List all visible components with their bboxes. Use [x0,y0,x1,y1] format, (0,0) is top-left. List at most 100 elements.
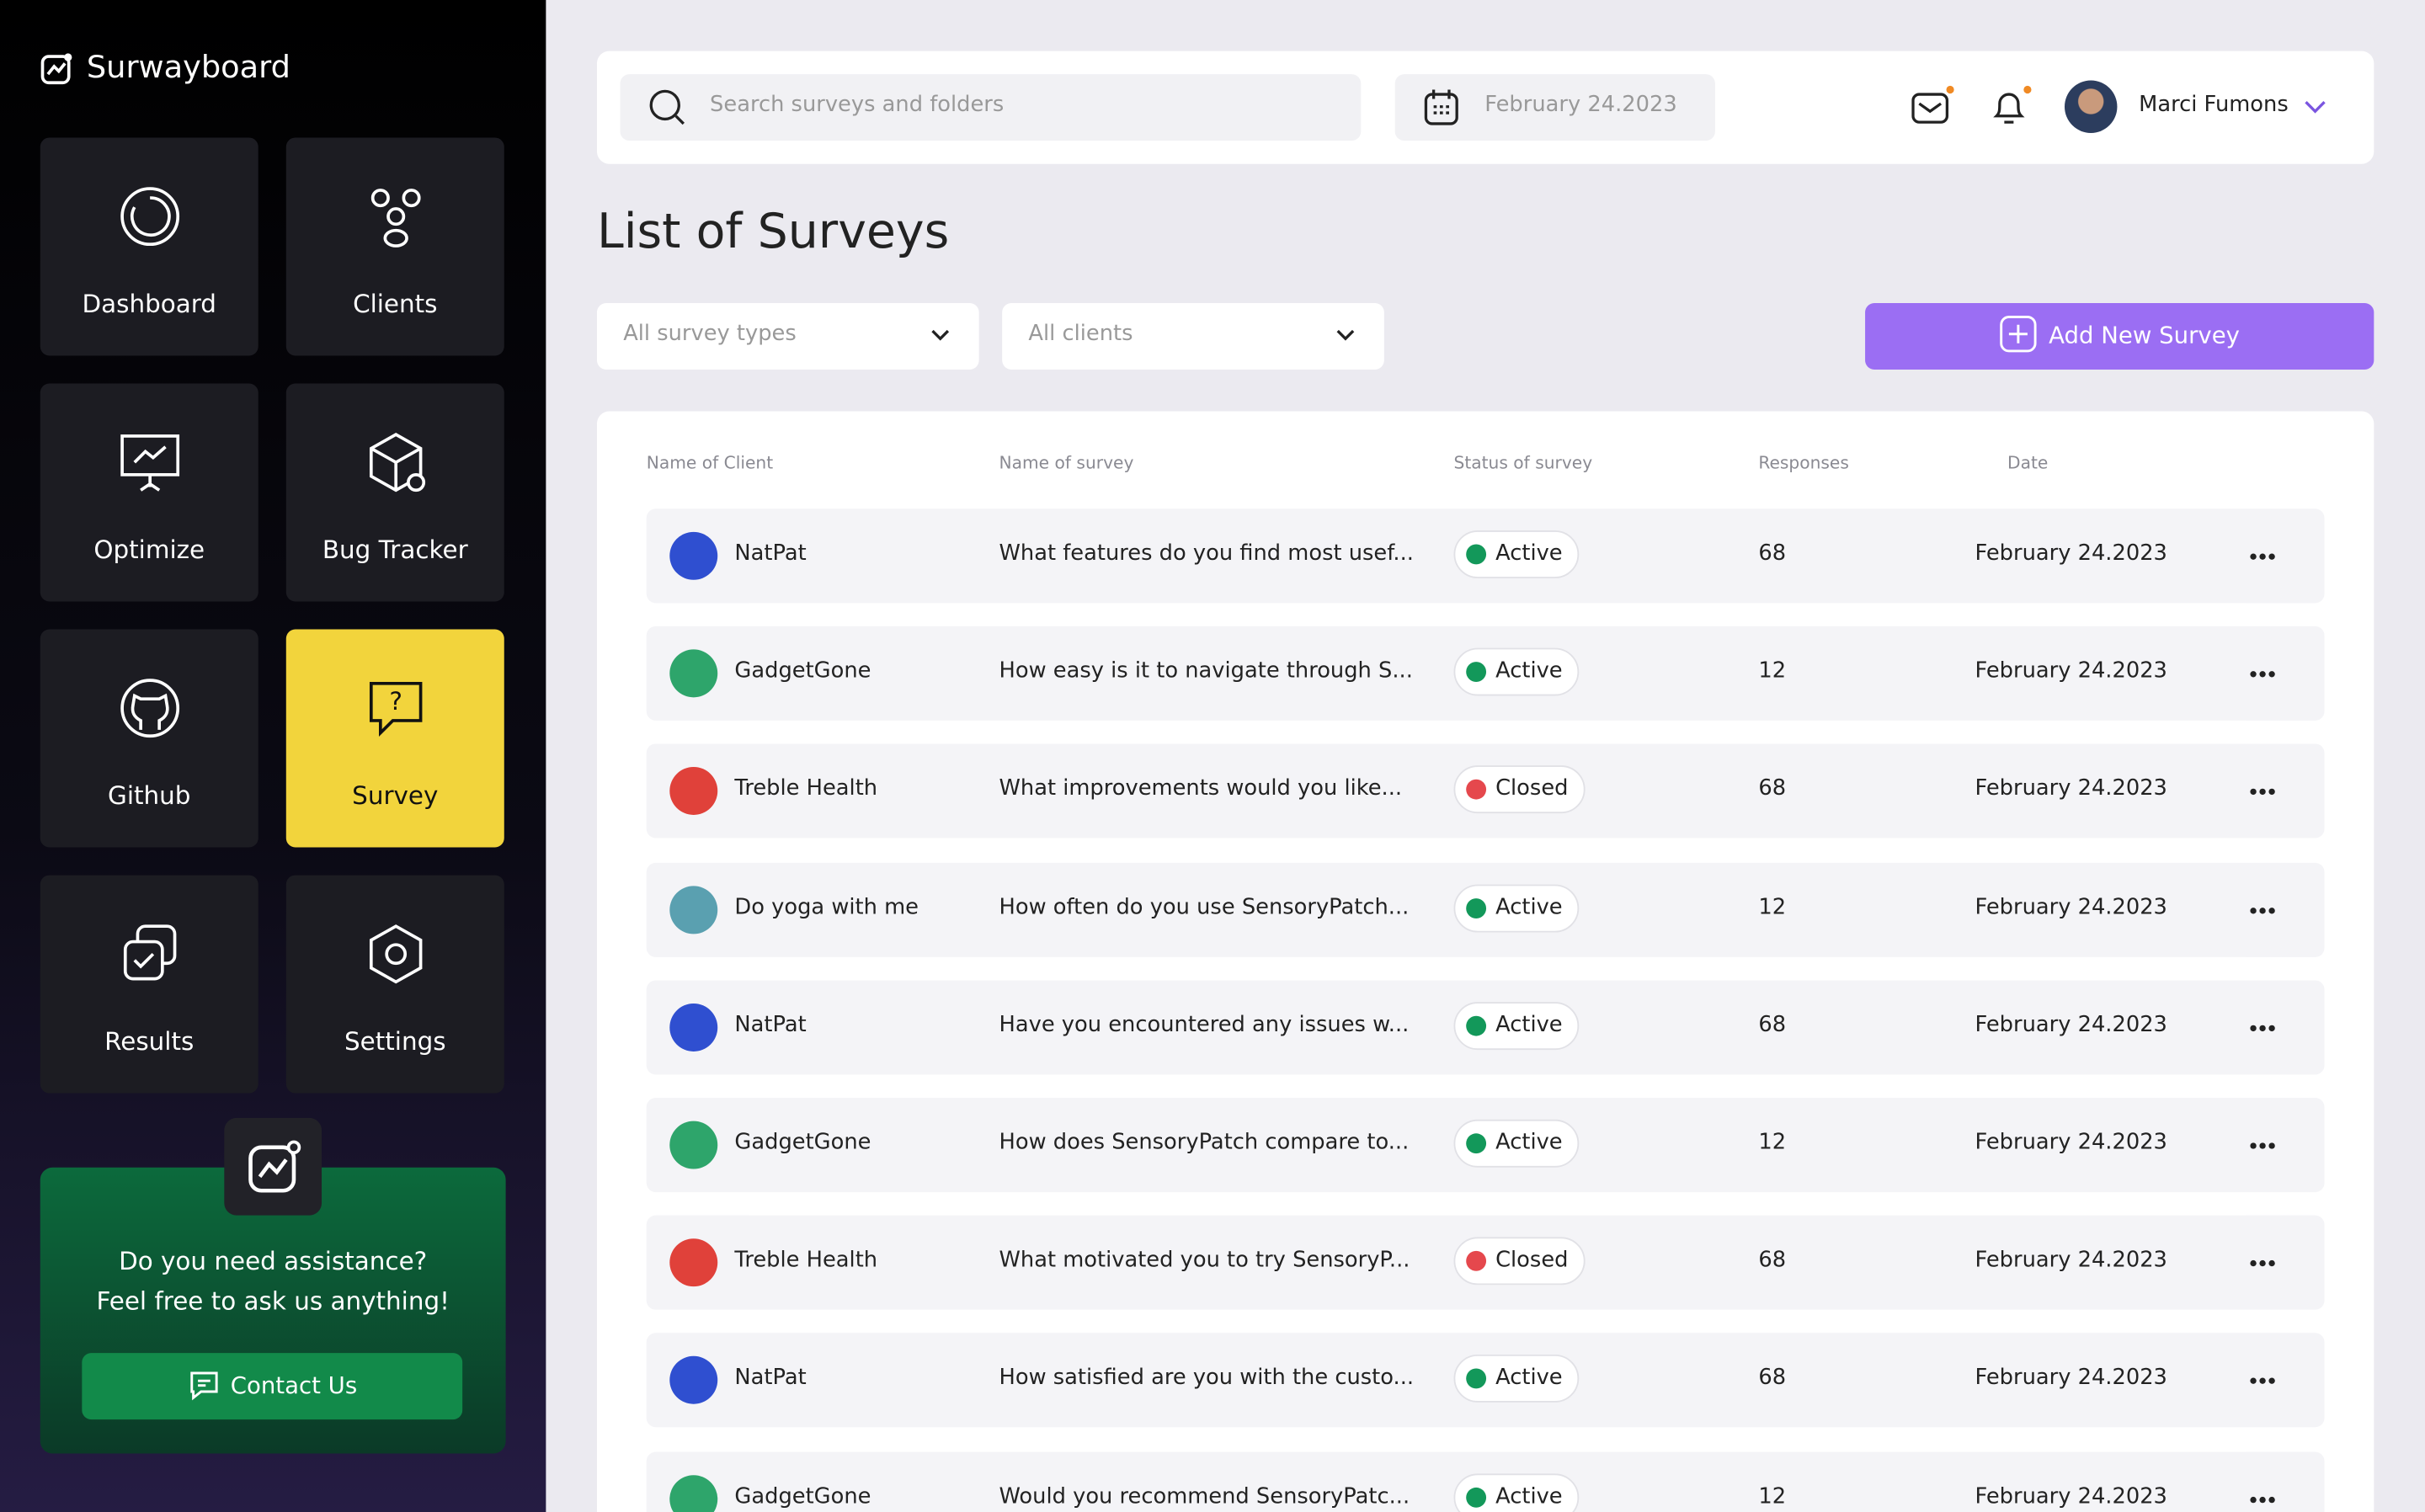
status-text: Active [1495,1130,1563,1156]
nav-tile[interactable]: Dashboard [40,137,258,356]
survey-row[interactable]: Treble Health What improvements would you… [646,744,2325,839]
client-logo [669,1121,718,1169]
nav-label: Clients [353,289,438,319]
survey-row[interactable]: Do yoga with me How often do you use Sens… [646,862,2325,957]
nav-tile[interactable]: Clients [285,137,504,356]
responses: 68 [1758,776,1787,802]
avatar[interactable] [2064,80,2118,133]
date-box[interactable]: February 24.2023 [1394,74,1715,141]
nav-icon [123,924,177,981]
survey-name: What improvements would you like... [999,776,1403,802]
client-logo [669,1474,718,1512]
status-badge: Active [1453,530,1580,578]
status-text: Active [1495,894,1563,920]
nav-icon [369,924,423,984]
row-menu[interactable] [2249,1008,2277,1041]
search-placeholder: Search surveys and folders [710,93,1005,118]
mail-icon[interactable] [1911,85,1954,128]
survey-row[interactable]: NatPat How satisfied are you with the cus… [646,1333,2325,1428]
row-menu[interactable] [2249,536,2277,569]
client-name: NatPat [734,1366,807,1391]
responses: 68 [1758,1012,1787,1038]
date: February 24.2023 [1975,1366,2167,1391]
row-menu[interactable] [2249,890,2277,923]
client-name: GadgetGone [734,1483,871,1509]
nav-label: Survey [352,780,439,811]
nav-icon [369,433,426,492]
survey-name: How does SensoryPatch compare to... [999,1130,1410,1156]
row-menu[interactable] [2249,772,2277,805]
client-name: NatPat [734,540,807,567]
status-badge: Closed [1453,1237,1586,1286]
help-text: Do you need assistance? Feel free to ask … [40,1242,506,1323]
client-logo [669,885,718,934]
status-badge: Active [1453,1001,1580,1050]
nav-label: Results [104,1026,195,1057]
add-survey-button[interactable]: Add New Survey [1865,302,2374,370]
user-chevron[interactable] [2305,99,2326,114]
responses: 12 [1758,1130,1787,1156]
survey-name: Have you encountered any issues w... [999,1012,1410,1038]
contact-button[interactable]: Contact Us [82,1353,463,1420]
survey-row[interactable]: GadgetGone How easy is it to navigate thr… [646,626,2325,721]
row-menu[interactable] [2249,1361,2277,1394]
client-name: Treble Health [734,1248,878,1273]
survey-row[interactable]: GadgetGone How does SensoryPatch compare … [646,1098,2325,1193]
status-badge: Active [1453,647,1580,696]
nav-tile[interactable]: Settings [285,875,504,1094]
responses: 12 [1758,894,1787,920]
survey-row[interactable]: NatPat What features do you find most use… [646,508,2325,604]
status-text: Closed [1495,776,1569,802]
date-text: February 24.2023 [1484,93,1677,118]
nav-tile[interactable]: Results [40,875,258,1094]
nav-icon [120,679,180,738]
responses: 68 [1758,1248,1787,1273]
nav-tile[interactable]: Github [40,629,258,848]
survey-name: How often do you use SensoryPatch... [999,894,1410,920]
nav-icon [120,187,180,247]
filter-dropdown[interactable]: All clients [1002,302,1384,370]
filter-label: All clients [1028,322,1133,347]
survey-row[interactable]: GadgetGone Would you recommend SensoryPat… [646,1451,2325,1512]
filter-dropdown[interactable]: All survey types [596,302,979,370]
search-box[interactable]: Search surveys and folders [620,74,1362,141]
row-menu[interactable] [2249,1126,2277,1158]
nav-tile[interactable]: ? Survey [285,629,504,848]
status-text: Active [1495,1366,1563,1391]
nav-tile[interactable]: Optimize [40,383,258,602]
survey-name: What motivated you to try SensoryP... [999,1248,1410,1273]
nav-icon: ? [369,681,423,737]
nav-label: Github [108,780,191,811]
page-title: List of Surveys [596,204,950,260]
status-text: Active [1495,658,1563,684]
row-menu[interactable] [2249,1243,2277,1276]
client-logo [669,649,718,698]
nav-tile[interactable]: Bug Tracker [285,383,504,602]
status-text: Active [1495,1012,1563,1038]
row-menu[interactable] [2249,1479,2277,1512]
bell-icon[interactable] [1989,85,2032,128]
status-badge: Active [1453,1355,1580,1403]
responses: 12 [1758,658,1787,684]
app-name: Surwayboard [86,47,290,86]
client-name: GadgetGone [734,1130,871,1156]
column-header: Responses [1758,453,1849,474]
client-logo [669,1238,718,1287]
add-survey-label: Add New Survey [2049,322,2240,350]
date: February 24.2023 [1975,540,2167,567]
contact-label: Contact Us [230,1371,358,1400]
nav-label: Optimize [93,535,205,565]
logo-icon [40,53,72,85]
column-header: Status of survey [1453,453,1593,474]
responses: 12 [1758,1483,1787,1509]
column-header: Name of survey [999,453,1134,474]
column-header: Date [2007,453,2049,474]
survey-row[interactable]: NatPat Have you encountered any issues w.… [646,980,2325,1075]
user-name[interactable]: Marci Fumons [2139,93,2289,118]
svg-text:?: ? [389,687,402,716]
row-menu[interactable] [2249,654,2277,687]
client-logo [669,531,718,580]
survey-row[interactable]: Treble Health What motivated you to try S… [646,1215,2325,1311]
help-line: Feel free to ask us anything! [96,1286,450,1317]
